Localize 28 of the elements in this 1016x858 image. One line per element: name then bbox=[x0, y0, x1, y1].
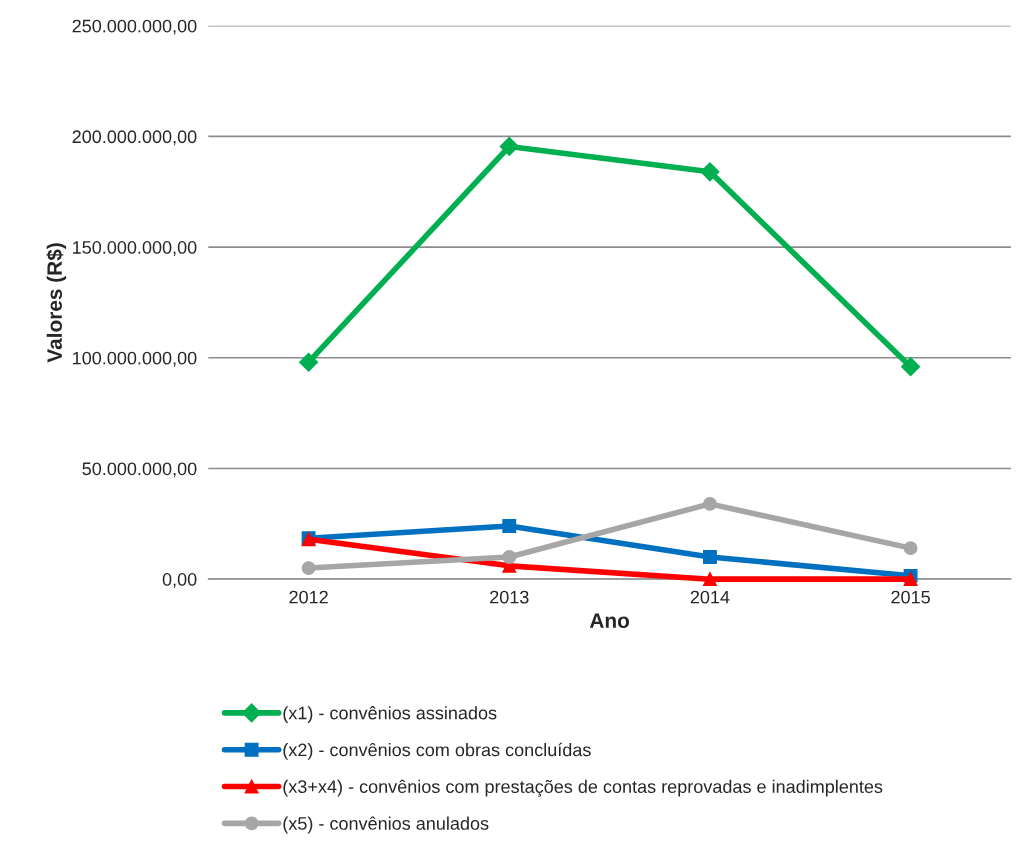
point bbox=[700, 162, 720, 182]
point bbox=[499, 136, 519, 156]
point bbox=[301, 561, 316, 576]
x-axis-title: Ano bbox=[589, 613, 630, 628]
point bbox=[502, 519, 517, 533]
point bbox=[702, 572, 717, 587]
point bbox=[502, 550, 517, 564]
point bbox=[903, 541, 918, 556]
x-tick-label: 2015 bbox=[891, 590, 930, 604]
legend-label: (x5) - convênios anulados bbox=[283, 816, 489, 834]
point bbox=[702, 550, 717, 564]
y-tick-label: 50.000.000,00 bbox=[82, 462, 197, 478]
x-tick-label: 2013 bbox=[490, 590, 529, 604]
y-tick-label: 200.000.000,00 bbox=[72, 130, 197, 146]
point bbox=[702, 496, 717, 511]
legend-label: (x1) - convênios assinados bbox=[283, 706, 497, 723]
legend-label: (x2) - convênios com obras concluídas bbox=[283, 742, 591, 760]
x-tick-label: 2014 bbox=[690, 590, 730, 604]
y-tick-label: 250.000.000,00 bbox=[72, 19, 197, 35]
y-tick-label: 100.000.000,00 bbox=[73, 351, 197, 367]
y-tick-label: 150.000.000,00 bbox=[73, 241, 197, 256]
point bbox=[901, 357, 921, 377]
x-tick-label: 2012 bbox=[289, 590, 328, 604]
point bbox=[903, 572, 918, 587]
point bbox=[299, 352, 319, 372]
y-axis-title: Valores (R$) bbox=[46, 243, 67, 363]
y-tick-label: 0,00 bbox=[162, 573, 197, 588]
legend-label: (x3+x4) - convênios com prestações de contas reprovadas e inadimplentes bbox=[283, 779, 883, 797]
